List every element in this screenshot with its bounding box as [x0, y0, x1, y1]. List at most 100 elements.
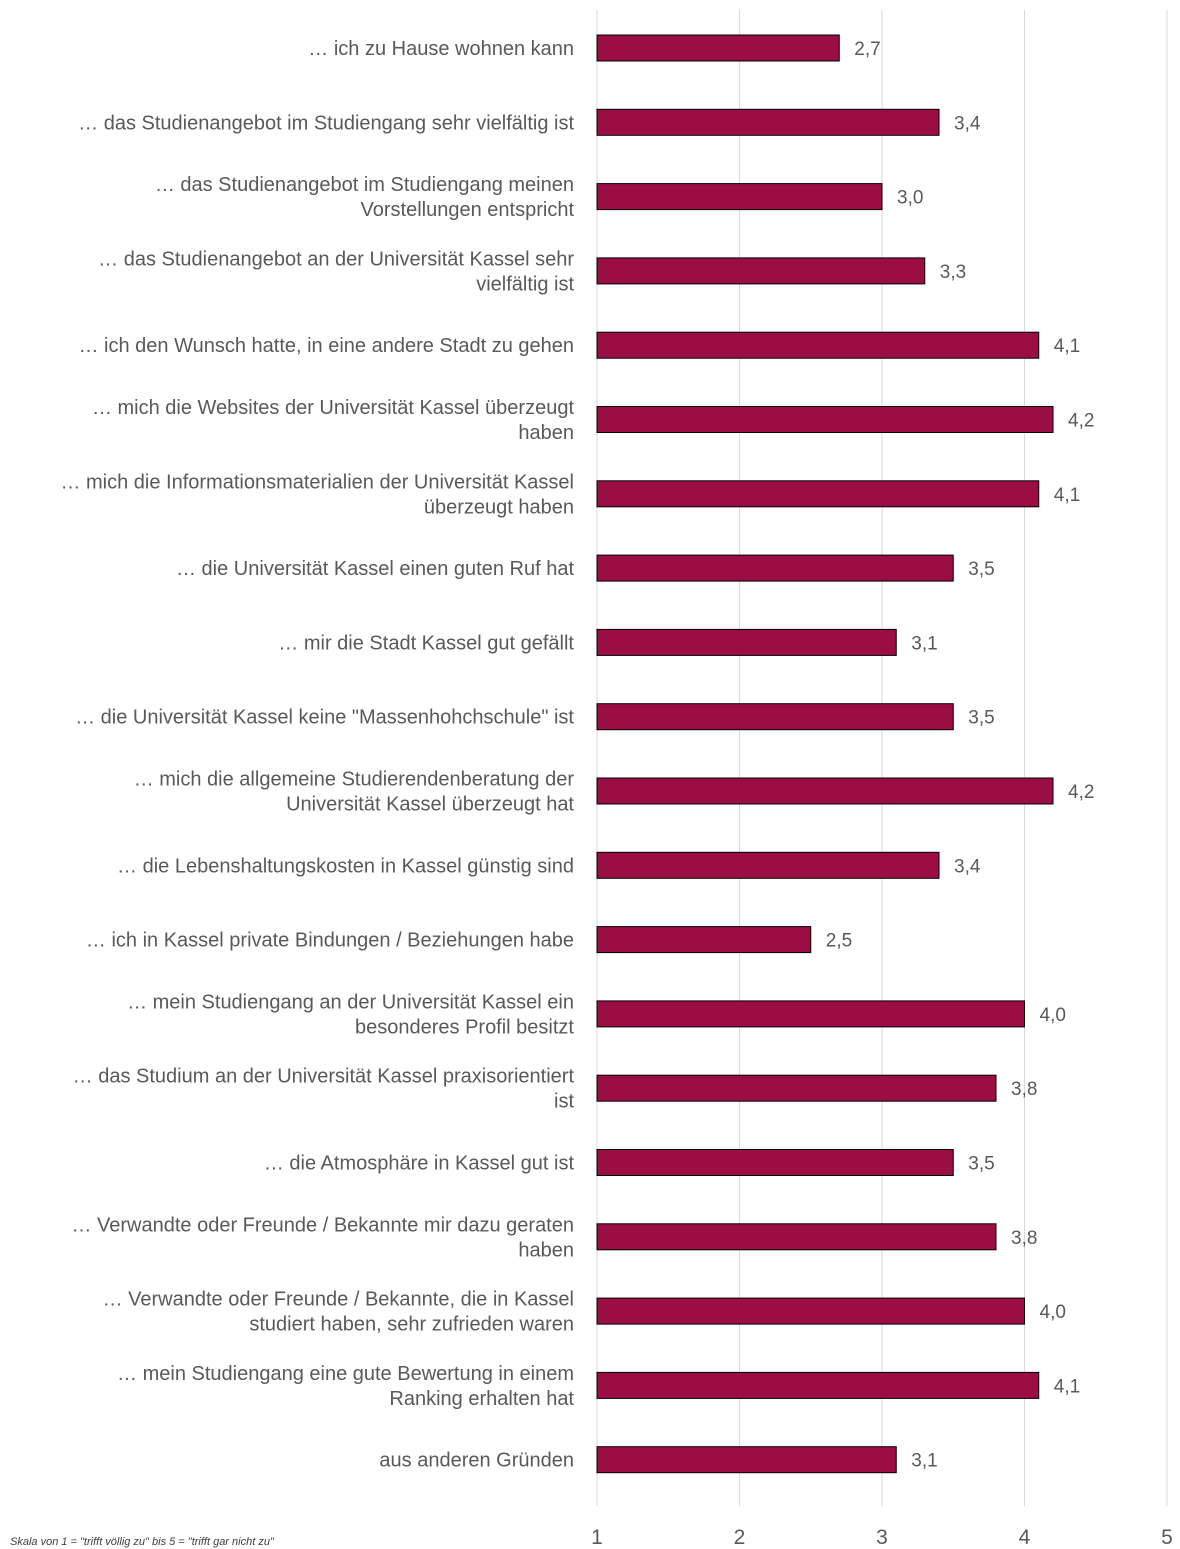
- category-label-line: besonderes Profil besitzt: [355, 1016, 574, 1038]
- category-label-line: … die Lebenshaltungskosten in Kassel gün…: [117, 855, 574, 877]
- category-label-19: … mein Studiengang eine gute Bewertung i…: [117, 1363, 574, 1410]
- value-label-15: 3,8: [1011, 1079, 1037, 1100]
- category-label-8: … die Universität Kassel einen guten Ruf…: [176, 558, 574, 580]
- category-label-line: überzeugt haben: [424, 496, 574, 518]
- gridlines: [596, 10, 1168, 1506]
- bar-8: [596, 554, 954, 582]
- bar-11: [596, 777, 1054, 805]
- category-label-5: … ich den Wunsch hatte, in eine andere S…: [78, 335, 574, 357]
- x-tick-label-3: 3: [876, 1526, 888, 1549]
- value-label-3: 3,0: [897, 188, 923, 209]
- x-tick-label-2: 2: [734, 1526, 746, 1549]
- category-label-13: … ich in Kassel private Bindungen / Bezi…: [86, 930, 574, 952]
- category-label-line: Ranking erhalten hat: [389, 1388, 574, 1410]
- value-label-18: 4,0: [1040, 1302, 1066, 1323]
- category-label-9: … mir die Stadt Kassel gut gefällt: [278, 632, 574, 654]
- category-label-line: … die Universität Kassel einen guten Ruf…: [176, 558, 574, 580]
- category-label-line: … mein Studiengang eine gute Bewertung i…: [117, 1363, 574, 1385]
- value-label-16: 3,5: [968, 1154, 994, 1175]
- bar-6: [596, 406, 1054, 433]
- bar-7: [596, 480, 1040, 508]
- value-label-20: 3,1: [911, 1451, 937, 1472]
- bar-20: [596, 1446, 897, 1474]
- value-label-5: 4,1: [1054, 336, 1080, 357]
- category-label-line: ist: [554, 1091, 574, 1113]
- value-labels: 2,7 3,4 3,0 3,3 4,1 4,2 4,1 3,5 3,1 3,5 4,2 3,4 2,5 4…: [826, 39, 1095, 1472]
- value-label-1: 2,7: [854, 39, 880, 60]
- value-label-11: 4,2: [1068, 782, 1094, 803]
- category-label-17: … Verwandte oder Freunde / Bekannte mir …: [71, 1214, 574, 1261]
- bar-19: [596, 1371, 1040, 1399]
- category-label-10: … die Universität Kassel keine "Massenho…: [75, 707, 574, 729]
- value-label-19: 4,1: [1054, 1376, 1080, 1397]
- bar-10: [596, 703, 954, 731]
- x-tick-label-1: 1: [591, 1526, 603, 1549]
- bar-2: [596, 108, 940, 136]
- category-label-line: … Verwandte oder Freunde / Bekannte, die…: [103, 1289, 574, 1311]
- category-label-1: … ich zu Hause wohnen kann: [308, 38, 574, 60]
- value-label-8: 3,5: [968, 559, 994, 580]
- category-label-14: … mein Studiengang an der Universität Ka…: [127, 991, 574, 1038]
- category-label-20: aus anderen Gründen: [379, 1450, 574, 1472]
- x-tick-label-4: 4: [1019, 1526, 1031, 1549]
- category-label-line: … mich die Websites der Universität Kass…: [92, 397, 575, 419]
- category-label-line: … Verwandte oder Freunde / Bekannte mir …: [71, 1214, 574, 1236]
- bar-5: [596, 331, 1040, 359]
- category-label-16: … die Atmosphäre in Kassel gut ist: [264, 1153, 575, 1175]
- value-label-9: 3,1: [911, 633, 937, 654]
- category-label-line: Vorstellungen entspricht: [361, 199, 575, 221]
- bar-16: [596, 1149, 954, 1176]
- bar-1: [596, 34, 840, 62]
- value-label-6: 4,2: [1068, 411, 1094, 432]
- category-label-2: … das Studienangebot im Studiengang sehr…: [78, 112, 574, 134]
- category-label-line: … das Studienangebot im Studiengang mein…: [155, 174, 574, 196]
- bar-18: [596, 1297, 1025, 1325]
- category-label-12: … die Lebenshaltungskosten in Kassel gün…: [117, 855, 574, 877]
- value-label-14: 4,0: [1040, 1005, 1066, 1026]
- value-label-7: 4,1: [1054, 485, 1080, 506]
- value-label-13: 2,5: [826, 931, 852, 952]
- scale-note: Skala von 1 = "trifft völlig zu" bis 5 =…: [10, 1536, 275, 1548]
- category-label-line: haben: [518, 1239, 574, 1261]
- category-label-18: … Verwandte oder Freunde / Bekannte, die…: [103, 1289, 574, 1336]
- category-label-line: … ich zu Hause wohnen kann: [308, 38, 574, 60]
- category-label-line: … mich die Informationsmaterialien der U…: [60, 471, 574, 493]
- value-label-17: 3,8: [1011, 1228, 1037, 1249]
- category-label-line: … mein Studiengang an der Universität Ka…: [127, 991, 574, 1013]
- bar-13: [596, 926, 812, 954]
- category-label-line: … ich den Wunsch hatte, in eine andere S…: [78, 335, 574, 357]
- bar-17: [596, 1223, 997, 1251]
- category-label-line: Universität Kassel überzeugt hat: [286, 794, 574, 816]
- bar-3: [596, 183, 883, 211]
- category-label-line: … das Studium an der Universität Kassel …: [73, 1066, 575, 1088]
- value-label-10: 3,5: [968, 708, 994, 729]
- bar-4: [596, 257, 926, 285]
- category-label-line: … das Studienangebot im Studiengang sehr…: [78, 112, 574, 134]
- bar-12: [596, 851, 940, 879]
- bar-9: [596, 628, 897, 656]
- value-label-2: 3,4: [954, 113, 981, 134]
- category-label-11: … mich die allgemeine Studierendenberatu…: [134, 769, 575, 816]
- category-labels: … ich zu Hause wohnen kann … das Studiena…: [60, 38, 574, 1472]
- category-label-line: … die Universität Kassel keine "Massenho…: [75, 707, 574, 729]
- category-label-line: aus anderen Gründen: [379, 1450, 574, 1472]
- bar-14: [596, 1000, 1025, 1028]
- category-label-line: … mich die allgemeine Studierendenberatu…: [134, 769, 575, 791]
- category-label-7: … mich die Informationsmaterialien der U…: [60, 471, 574, 518]
- bar-15: [596, 1074, 997, 1102]
- category-label-line: … mir die Stadt Kassel gut gefällt: [278, 632, 574, 654]
- category-label-6: … mich die Websites der Universität Kass…: [92, 397, 575, 444]
- category-label-4: … das Studienangebot an der Universität …: [98, 248, 574, 295]
- category-label-line: … die Atmosphäre in Kassel gut ist: [264, 1153, 575, 1175]
- x-axis-ticks: 1 2 3 4 5: [591, 1526, 1173, 1549]
- category-label-line: … ich in Kassel private Bindungen / Bezi…: [86, 930, 574, 952]
- category-label-line: studiert haben, sehr zufrieden waren: [249, 1314, 574, 1336]
- value-label-4: 3,3: [940, 262, 966, 283]
- category-label-15: … das Studium an der Universität Kassel …: [73, 1066, 575, 1113]
- category-label-line: haben: [518, 422, 574, 444]
- value-label-12: 3,4: [954, 856, 981, 877]
- category-label-3: … das Studienangebot im Studiengang mein…: [155, 174, 575, 221]
- bars: [596, 34, 1054, 1474]
- category-label-line: … das Studienangebot an der Universität …: [98, 248, 574, 270]
